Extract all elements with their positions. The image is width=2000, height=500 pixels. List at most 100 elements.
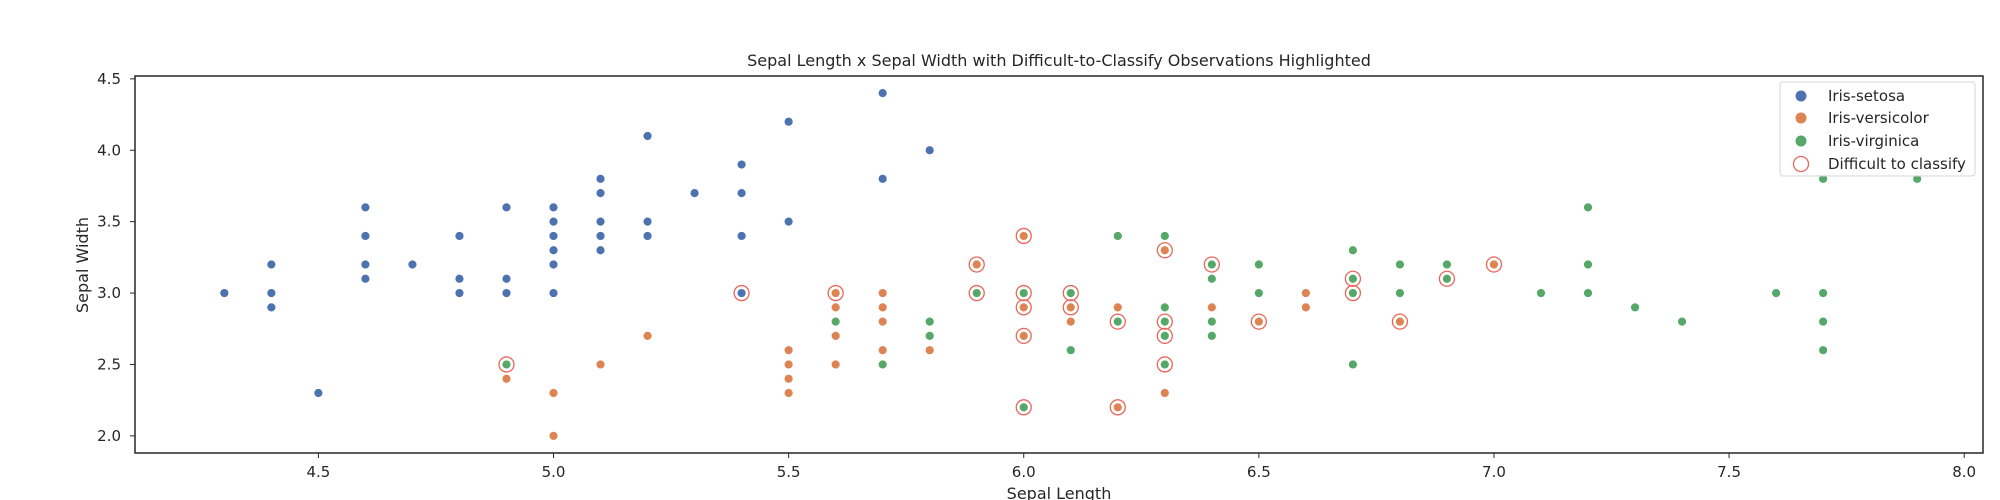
difficult-highlight-ring (1438, 270, 1456, 287)
iris-virginica-point (1818, 316, 1829, 327)
iris-virginica-point (1347, 359, 1358, 370)
iris-setosa-point (548, 216, 559, 227)
x-tick-label: 6.0 (1012, 463, 1036, 481)
iris-versicolor-point (548, 430, 559, 441)
iris-virginica-point (1771, 288, 1781, 298)
difficult-highlight-ring (1015, 284, 1032, 302)
iris-versicolor-point (877, 288, 888, 298)
iris-versicolor-point (1489, 259, 1499, 270)
difficult-highlight-ring (1391, 313, 1409, 330)
iris-setosa-point (548, 231, 559, 241)
y-axis-title: Sepal Width (73, 217, 92, 313)
legend: Iris-setosa Iris-versicolor Iris-virgini… (1779, 81, 1976, 177)
iris-versicolor-point (783, 345, 794, 356)
iris-versicolor-point (877, 345, 888, 356)
legend-marker-difficult (1792, 155, 1810, 173)
difficult-highlight-ring (1156, 313, 1173, 330)
iris-virginica-point (1442, 259, 1452, 270)
iris-setosa-point (783, 216, 794, 227)
difficult-highlight-ring (827, 284, 844, 302)
difficult-highlight-ring (1156, 327, 1173, 345)
difficult-highlight-ring (1062, 284, 1079, 302)
iris-setosa-point (689, 188, 700, 198)
chart-title: Sepal Length x Sepal Width with Difficul… (747, 51, 1371, 70)
difficult-highlight-ring (968, 256, 985, 273)
iris-setosa-point (642, 131, 653, 141)
x-tick-label: 5.0 (542, 463, 566, 481)
iris-virginica-point (1065, 288, 1076, 298)
iris-versicolor-point (642, 331, 653, 341)
x-tick-label: 8.0 (1952, 463, 1976, 481)
difficult-highlight-ring (1015, 227, 1032, 245)
iris-virginica-point (1347, 273, 1358, 284)
iris-virginica-point (971, 288, 982, 298)
iris-setosa-point (595, 231, 606, 241)
iris-setosa-point (642, 231, 653, 241)
iris-setosa-point (501, 273, 512, 284)
iris-versicolor-point (1112, 302, 1123, 313)
iris-virginica-point (1159, 316, 1170, 327)
x-axis-title: Sepal Length (1007, 484, 1112, 500)
iris-versicolor-point (1300, 288, 1311, 298)
iris-setosa-point (595, 245, 606, 256)
iris-setosa-point (642, 216, 653, 227)
iris-virginica-point (1442, 273, 1452, 284)
difficult-highlight-ring (1156, 242, 1173, 259)
y-tick-label: 2.0 (97, 427, 121, 445)
x-tick-label: 4.5 (306, 463, 330, 481)
iris-setosa-point (548, 288, 559, 298)
iris-virginica-point (1395, 288, 1405, 298)
iris-virginica-point (1583, 202, 1593, 213)
y-tick-label: 4.5 (97, 70, 121, 88)
iris-versicolor-point (548, 388, 559, 398)
x-tick-label: 6.5 (1247, 463, 1271, 481)
difficult-highlight-ring (733, 284, 750, 302)
iris-setosa-point (548, 259, 559, 270)
iris-setosa-point (360, 273, 371, 284)
x-tick-label: 5.5 (777, 463, 801, 481)
iris-versicolor-point (1395, 316, 1405, 327)
iris-setosa-point (454, 288, 465, 298)
x-axis: 4.5 5.0 5.5 6.0 6.5 7.0 7.5 8.0 (306, 453, 1976, 481)
iris-versicolor-point (1206, 302, 1217, 313)
iris-versicolor-point (830, 302, 841, 313)
iris-virginica-point (830, 316, 841, 327)
iris-virginica-point (501, 359, 512, 370)
difficult-highlight-ring (1109, 399, 1126, 416)
iris-versicolor-point (783, 373, 794, 384)
plot-area (219, 88, 1923, 441)
difficult-highlight-ring (498, 356, 515, 373)
difficult-highlight-ring (1156, 356, 1173, 373)
legend-label-virginica: Iris-virginica (1828, 132, 1919, 150)
iris-virginica-point (1583, 259, 1593, 270)
difficult-highlight-ring (1109, 313, 1126, 330)
y-tick-label: 3.0 (97, 284, 121, 302)
y-axis: 2.0 2.5 3.0 3.5 4.0 4.5 (97, 70, 135, 445)
iris-virginica-point (1818, 345, 1829, 356)
difficult-highlight-ring (1015, 399, 1032, 416)
iris-setosa-point (266, 288, 277, 298)
iris-setosa-point (313, 388, 324, 398)
iris-versicolor-point (877, 316, 888, 327)
iris-versicolor-point (595, 359, 606, 370)
iris-setosa-point (595, 173, 606, 184)
iris-setosa-point (407, 259, 418, 270)
difficult-highlight-ring (1485, 256, 1503, 273)
iris-virginica-point (1206, 331, 1217, 341)
iris-setosa-point (501, 288, 512, 298)
x-tick-label: 7.0 (1482, 463, 1506, 481)
iris-versicolor-point (830, 331, 841, 341)
legend-label-setosa: Iris-setosa (1828, 87, 1905, 105)
difficult-highlight-ring (1062, 299, 1079, 316)
iris-setosa-point (877, 173, 888, 184)
iris-setosa-point (360, 202, 371, 213)
iris-setosa-point (548, 202, 559, 213)
iris-virginica-point (1583, 288, 1593, 298)
iris-setosa-point (736, 159, 747, 170)
legend-label-versicolor: Iris-versicolor (1828, 109, 1930, 127)
iris-virginica-point (1159, 231, 1170, 241)
iris-setosa-point (501, 202, 512, 213)
iris-versicolor-point (1253, 316, 1264, 327)
difficult-highlight-ring (1203, 256, 1220, 273)
